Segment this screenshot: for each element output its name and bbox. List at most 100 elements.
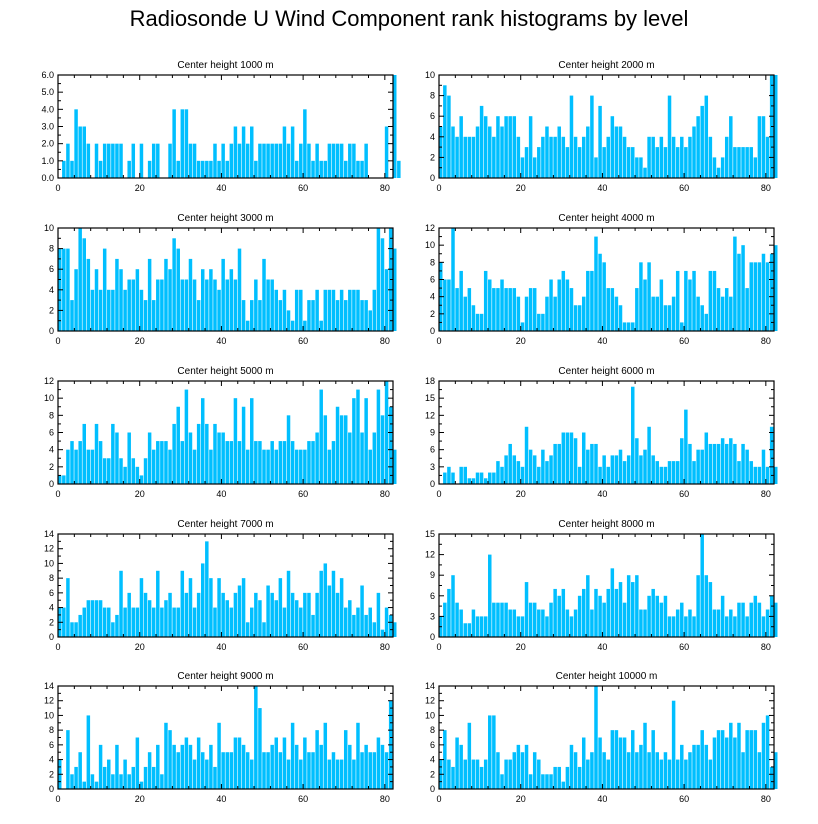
- histogram-bar: [94, 423, 99, 484]
- histogram-bar: [443, 602, 447, 637]
- x-tick-label: 60: [679, 642, 689, 652]
- histogram-bar: [610, 455, 615, 484]
- histogram-bar: [86, 143, 91, 178]
- histogram-bar: [626, 322, 631, 331]
- histogram-bar: [467, 478, 472, 484]
- histogram-bar: [500, 279, 504, 331]
- histogram-bar: [131, 279, 136, 331]
- histogram-bar: [200, 160, 205, 178]
- histogram-bar: [565, 147, 570, 178]
- histogram-bar: [331, 289, 336, 331]
- histogram-bar: [614, 126, 619, 178]
- histogram-bar: [675, 461, 680, 484]
- histogram-bar: [66, 449, 70, 484]
- histogram-bar: [516, 461, 521, 484]
- histogram-bar: [245, 622, 250, 637]
- histogram-bar: [598, 253, 602, 331]
- y-tick-label: 9: [430, 570, 435, 580]
- histogram-bar: [237, 143, 242, 178]
- histogram-bar: [364, 300, 368, 331]
- histogram-bar: [549, 602, 553, 637]
- histogram-bar: [471, 609, 476, 637]
- histogram-bar: [131, 143, 136, 178]
- histogram-bar: [196, 160, 201, 178]
- histogram-bar: [172, 744, 176, 789]
- histogram-bar: [217, 432, 221, 484]
- histogram-bar: [229, 269, 234, 331]
- histogram-bar: [356, 607, 360, 637]
- histogram-bar: [451, 575, 455, 637]
- histogram-bar: [659, 466, 664, 484]
- histogram-bar: [360, 432, 364, 484]
- histogram-bar: [98, 160, 103, 178]
- histogram-bar: [692, 126, 696, 178]
- histogram-bar: [266, 143, 270, 178]
- histogram-bar: [761, 449, 766, 484]
- histogram-bar: [200, 563, 205, 637]
- histogram-bar: [262, 752, 266, 789]
- histogram-bar: [168, 730, 172, 789]
- histogram-bar: [294, 744, 299, 789]
- histogram-bar: [107, 759, 111, 789]
- histogram-bar: [62, 248, 66, 331]
- histogram-bar: [696, 575, 700, 637]
- histogram-bar: [66, 578, 70, 637]
- histogram-bar: [200, 398, 205, 484]
- y-tick-label: 18: [425, 376, 435, 386]
- histogram-bar: [675, 147, 680, 178]
- histogram-bar: [335, 300, 340, 331]
- histogram-bar: [757, 466, 762, 484]
- histogram-bar: [74, 109, 78, 178]
- histogram-bar: [299, 449, 303, 484]
- histogram-bar: [455, 737, 459, 789]
- histogram-bar: [311, 160, 315, 178]
- histogram-bar: [520, 157, 525, 178]
- histogram-bar: [143, 592, 148, 637]
- histogram-bar: [319, 744, 323, 789]
- histogram-bar: [761, 116, 766, 178]
- histogram-bar: [606, 759, 610, 789]
- histogram-bar: [393, 75, 397, 178]
- histogram-bar: [557, 126, 561, 178]
- histogram-bar: [659, 136, 664, 178]
- histogram-bar: [266, 585, 270, 637]
- x-tick-label: 80: [380, 336, 390, 346]
- histogram-bar: [631, 386, 635, 484]
- histogram-bar: [541, 609, 545, 637]
- histogram-bar: [667, 616, 672, 637]
- y-tick-label: 0: [49, 326, 54, 336]
- histogram-bar: [184, 109, 189, 178]
- histogram-bar: [737, 147, 741, 178]
- histogram-bar: [643, 722, 647, 789]
- histogram-bar: [62, 160, 66, 178]
- histogram-bar: [765, 136, 770, 178]
- histogram-bar: [541, 774, 545, 789]
- histogram-bar: [331, 752, 336, 789]
- histogram-bar: [720, 438, 725, 484]
- histogram-bar: [360, 160, 364, 178]
- x-tick-label: 80: [761, 336, 771, 346]
- histogram-bar: [331, 441, 336, 484]
- histogram-bar: [684, 616, 688, 637]
- histogram-bar: [573, 136, 578, 178]
- x-tick-label: 60: [679, 183, 689, 193]
- histogram-bar: [594, 157, 598, 178]
- histogram-bar: [757, 262, 762, 331]
- histogram-bar: [188, 432, 193, 484]
- histogram-bar: [635, 288, 639, 331]
- histogram-bar: [532, 288, 537, 331]
- histogram-bar: [205, 279, 209, 331]
- histogram-bar: [651, 588, 655, 637]
- histogram-bar: [667, 759, 672, 789]
- histogram-bar: [618, 126, 623, 178]
- histogram-bar: [443, 730, 447, 789]
- histogram-bar: [692, 744, 696, 789]
- histogram-bar: [237, 248, 242, 331]
- histogram-bar: [639, 157, 643, 178]
- histogram-bar: [749, 602, 753, 637]
- histogram-bar: [376, 592, 381, 637]
- x-tick-label: 0: [436, 183, 441, 193]
- histogram-bar: [553, 588, 557, 637]
- histogram-bar: [524, 147, 529, 178]
- subplot-title: Center height 7000 m: [177, 519, 273, 530]
